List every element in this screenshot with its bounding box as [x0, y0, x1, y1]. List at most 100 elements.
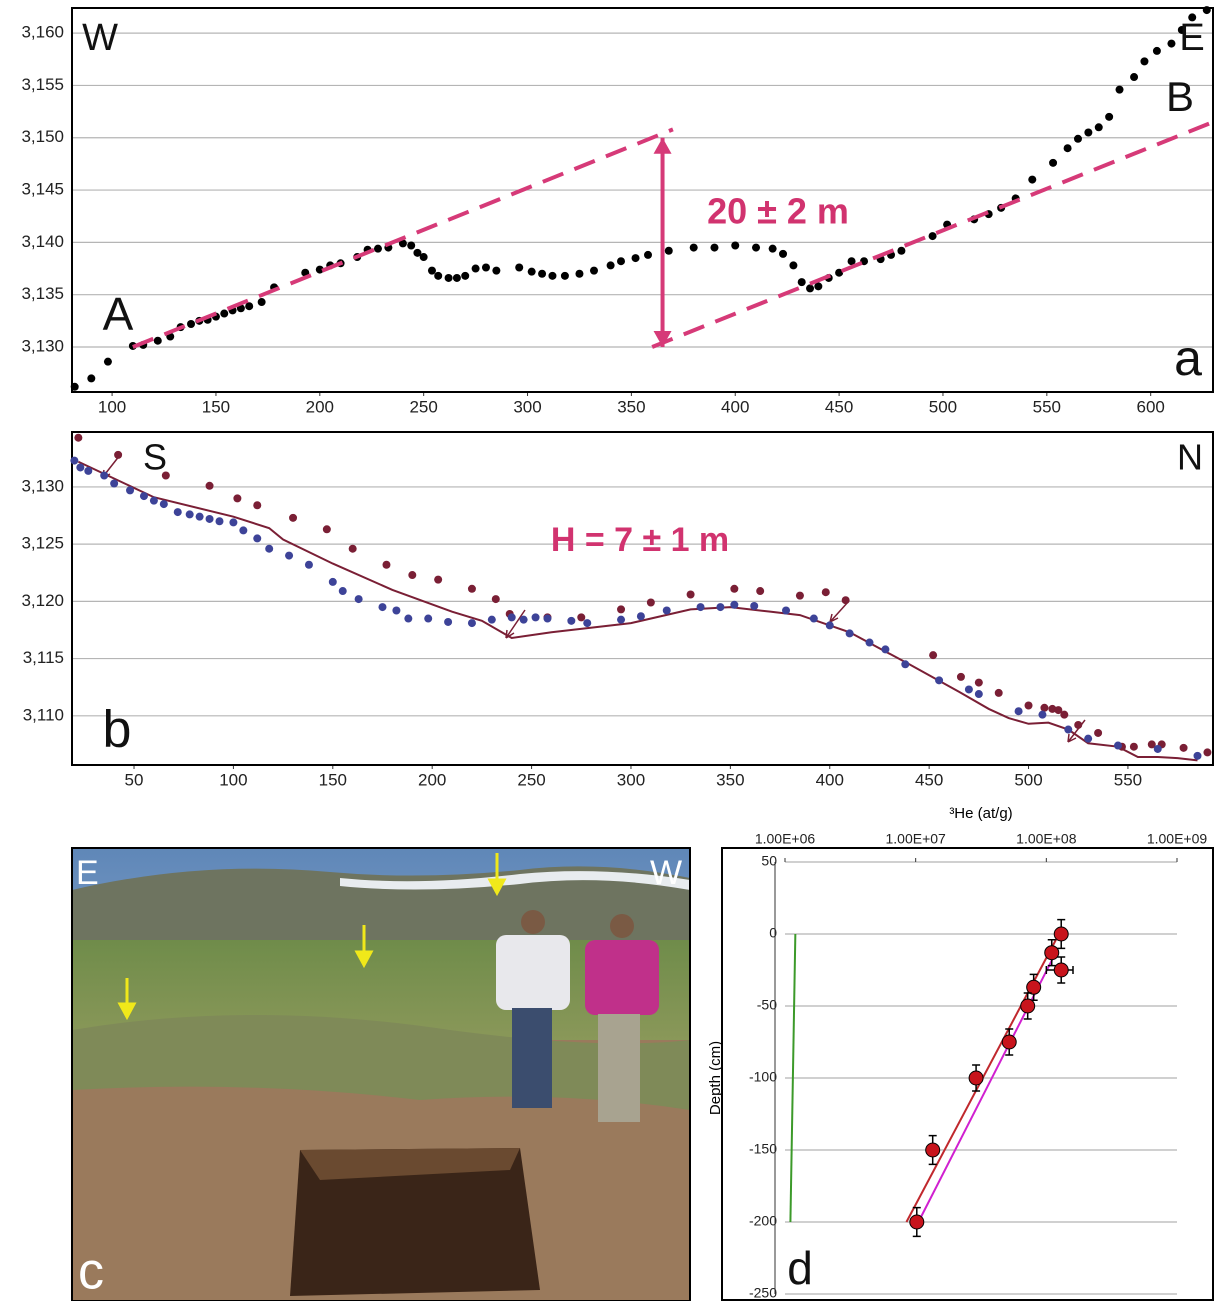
point — [841, 596, 850, 605]
annotation: S — [143, 437, 167, 478]
point — [662, 606, 671, 615]
photo-snow — [340, 871, 690, 890]
x-tick-label: 150 — [319, 770, 347, 789]
point — [617, 615, 626, 624]
point — [487, 615, 496, 624]
point — [84, 466, 93, 475]
x-tick-label: 350 — [617, 397, 645, 416]
point — [492, 266, 501, 275]
point — [392, 606, 401, 615]
point — [103, 357, 112, 366]
point — [560, 271, 569, 280]
point — [756, 587, 765, 596]
point — [789, 261, 798, 270]
y-tick-label: 3,150 — [21, 127, 64, 146]
point — [1044, 945, 1060, 961]
y-tick-label: -50 — [757, 997, 777, 1013]
point — [1130, 73, 1139, 82]
point — [398, 239, 407, 248]
point — [974, 690, 983, 699]
point — [1129, 742, 1138, 751]
point — [424, 614, 433, 623]
photo-label: W — [650, 854, 682, 892]
annotation: d — [787, 1242, 813, 1294]
point — [730, 584, 739, 593]
point — [567, 616, 576, 625]
point — [1038, 710, 1047, 719]
point — [233, 494, 242, 503]
x-tick-label: 1.00E+07 — [885, 831, 946, 847]
point — [631, 254, 640, 263]
x-tick-label: 100 — [98, 397, 126, 416]
point — [378, 603, 387, 612]
point — [589, 266, 598, 275]
panel-label: c — [78, 1243, 104, 1301]
point — [1177, 25, 1186, 34]
point — [1167, 39, 1176, 48]
point — [531, 613, 540, 622]
panel-frame — [721, 847, 1214, 1301]
x-tick-label: 300 — [513, 397, 541, 416]
point — [467, 619, 476, 628]
y-tick-label: 0 — [769, 925, 777, 941]
point — [1074, 720, 1083, 729]
point — [491, 595, 500, 604]
x-tick-label: 100 — [219, 770, 247, 789]
point — [795, 591, 804, 600]
x-tick-label: 200 — [418, 770, 446, 789]
annotation: a — [1174, 330, 1202, 386]
point — [215, 517, 224, 526]
point — [444, 273, 453, 282]
y-tick-label: -250 — [749, 1285, 777, 1301]
point — [974, 678, 983, 687]
x-axis-title: ³He (at/g) — [949, 805, 1012, 822]
point — [806, 284, 815, 293]
point — [577, 613, 586, 622]
point — [1073, 134, 1082, 143]
point — [909, 1214, 925, 1230]
point — [1179, 743, 1188, 752]
point — [139, 492, 148, 501]
annotation: W — [82, 17, 118, 59]
x-tick-label: 400 — [816, 770, 844, 789]
point — [897, 246, 906, 255]
point — [195, 512, 204, 521]
y-tick-label: -150 — [749, 1141, 777, 1157]
chart: 50 0 -50 -100 -150 -200 -250 1.00E+06 1.00E+07 1.… — [707, 805, 1207, 1301]
point — [686, 590, 695, 599]
x-tick-label: 250 — [517, 770, 545, 789]
point — [253, 501, 262, 510]
y-tick-label: 3,160 — [21, 23, 64, 42]
x-tick-label: 50 — [125, 770, 144, 789]
b-arrows — [101, 454, 1086, 743]
point — [434, 271, 443, 280]
point — [1054, 706, 1063, 715]
point — [427, 266, 436, 275]
point — [187, 319, 196, 328]
point — [925, 1142, 941, 1158]
point — [471, 264, 480, 273]
photo-pit-wall — [300, 1148, 520, 1180]
point — [1113, 741, 1122, 750]
point — [797, 278, 806, 287]
point — [752, 243, 761, 252]
annotation: N — [1177, 437, 1203, 478]
plot-frame — [71, 7, 1214, 393]
point — [408, 571, 417, 580]
y-tick-label: 3,155 — [21, 75, 64, 94]
point — [404, 614, 413, 623]
point — [161, 471, 170, 480]
point — [901, 660, 910, 669]
point — [964, 685, 973, 694]
point — [865, 638, 874, 647]
x-tick-label: 250 — [409, 397, 437, 416]
point — [467, 584, 476, 593]
point — [1202, 6, 1211, 15]
point — [583, 619, 592, 628]
point — [205, 481, 214, 490]
point — [481, 263, 490, 272]
photo: E W c — [71, 847, 691, 1301]
point — [461, 271, 470, 280]
point — [407, 241, 416, 250]
point — [1084, 734, 1093, 743]
